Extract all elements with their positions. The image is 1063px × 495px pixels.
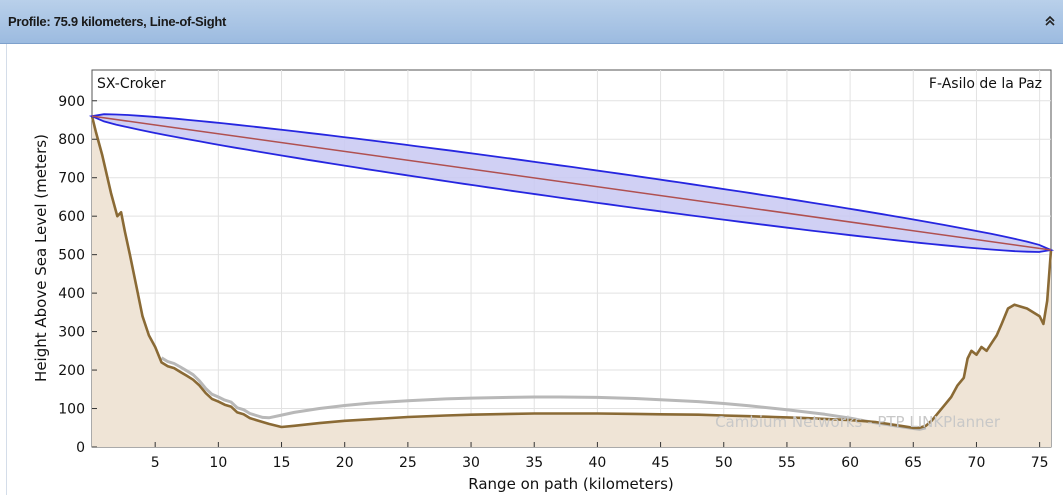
x-axis: 5 10 15 20 25 30 35 40 45 50 55 60 65 70 75 (151, 442, 1049, 471)
watermark-text: Cambium Networks - PTP LINKPlanner (715, 413, 1001, 431)
y-tick-label: 900 (58, 94, 85, 110)
x-tick-label: 75 (1031, 455, 1049, 471)
fresnel-layer (88, 113, 1055, 253)
x-tick-label: 25 (399, 455, 417, 471)
line-of-sight (91, 115, 1052, 251)
x-tick-label: 30 (462, 455, 480, 471)
x-tick-label: 5 (151, 455, 160, 471)
obstruction-line (160, 356, 927, 431)
y-tick-label: 400 (58, 286, 85, 302)
y-axis-title: Height Above Sea Level (meters) (32, 134, 50, 382)
profile-title: Profile: 75.9 kilometers, Line-of-Sight (8, 14, 227, 29)
y-tick-label: 800 (58, 132, 85, 148)
right-site-label: F-Asilo de la Paz (929, 76, 1042, 92)
plot-area (91, 69, 1052, 448)
x-tick-label: 35 (525, 455, 543, 471)
x-tick-label: 60 (841, 455, 859, 471)
x-axis-title: Range on path (kilometers) (468, 475, 673, 493)
panel-left-border (6, 44, 7, 495)
double-chevron-up-icon[interactable] (1043, 13, 1057, 29)
x-tick-label: 70 (968, 455, 986, 471)
x-tick-label: 65 (904, 455, 922, 471)
x-tick-label: 50 (715, 455, 733, 471)
y-tick-label: 100 (58, 402, 85, 418)
x-tick-label: 20 (336, 455, 354, 471)
y-tick-label: 700 (58, 171, 85, 187)
terrain-fill (92, 116, 1051, 447)
terrain-line (90, 115, 1053, 430)
x-tick-label: 10 (209, 455, 227, 471)
y-tick-label: 300 (58, 325, 85, 341)
x-tick-label: 15 (273, 455, 291, 471)
x-tick-label: 55 (778, 455, 796, 471)
left-site-label: SX-Croker (97, 76, 166, 92)
y-tick-label: 600 (58, 209, 85, 225)
y-tick-label: 500 (58, 248, 85, 264)
x-tick-label: 45 (652, 455, 670, 471)
profile-header: Profile: 75.9 kilometers, Line-of-Sight (0, 0, 1063, 44)
x-tick-label: 40 (588, 455, 606, 471)
y-tick-label: 0 (76, 440, 85, 456)
terrain-layer (90, 115, 1053, 447)
y-axis: 0 100 200 300 400 500 600 700 800 900 (58, 94, 97, 456)
y-tick-label: 200 (58, 363, 85, 379)
